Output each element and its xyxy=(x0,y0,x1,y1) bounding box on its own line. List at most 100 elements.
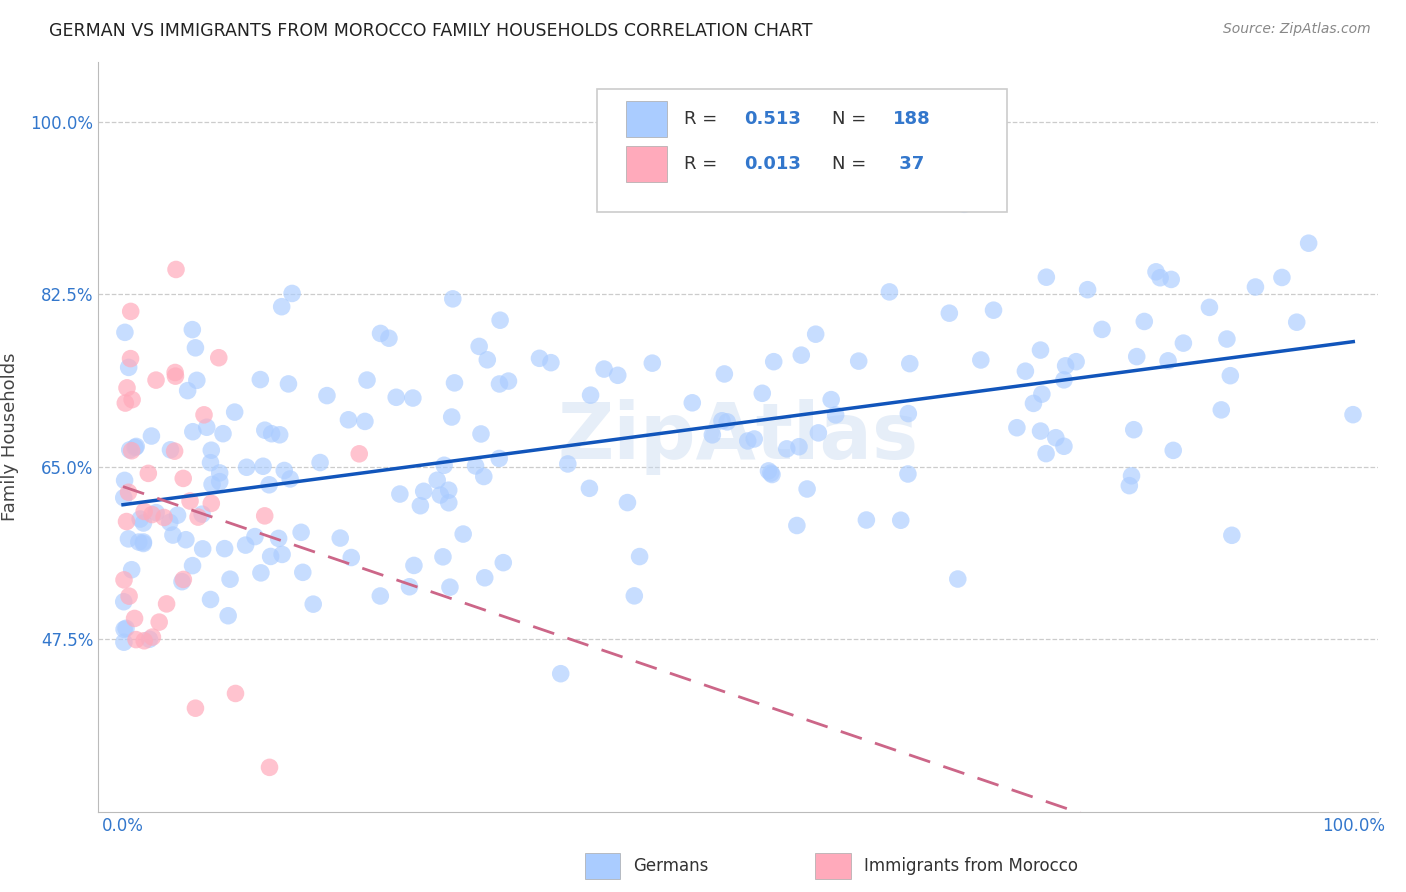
Point xyxy=(114,396,136,410)
Point xyxy=(412,484,434,499)
Point xyxy=(145,506,167,520)
Point xyxy=(252,459,274,474)
Point xyxy=(1125,350,1147,364)
Point xyxy=(243,530,266,544)
Point xyxy=(1118,478,1140,492)
Point xyxy=(112,595,135,609)
Point xyxy=(488,376,510,391)
Point xyxy=(1133,314,1156,328)
Point xyxy=(181,425,204,439)
Point xyxy=(1173,336,1195,351)
Point xyxy=(477,352,499,367)
Point xyxy=(186,373,208,387)
Point xyxy=(224,686,246,700)
Text: 37: 37 xyxy=(893,154,924,172)
Point xyxy=(159,442,181,457)
Point xyxy=(1341,408,1364,422)
Point xyxy=(118,360,141,375)
Text: R =: R = xyxy=(685,154,724,172)
Point xyxy=(529,351,551,366)
Point xyxy=(224,405,246,419)
Point xyxy=(441,292,464,306)
Point xyxy=(440,410,463,425)
Point xyxy=(214,541,236,556)
Point xyxy=(1053,439,1076,453)
Point xyxy=(1031,387,1053,401)
Point xyxy=(953,197,976,211)
Point xyxy=(681,396,703,410)
Point xyxy=(155,597,177,611)
Point xyxy=(181,323,204,337)
Point xyxy=(716,415,738,429)
Point xyxy=(278,472,301,486)
Point xyxy=(1035,447,1057,461)
Point xyxy=(628,549,651,564)
Point xyxy=(250,566,273,580)
Point xyxy=(472,469,495,483)
Text: N =: N = xyxy=(831,110,872,128)
Point xyxy=(1005,421,1028,435)
Point xyxy=(166,508,188,523)
FancyBboxPatch shape xyxy=(598,88,1007,212)
Point xyxy=(1029,343,1052,357)
Point xyxy=(170,574,193,589)
Point xyxy=(1211,403,1233,417)
Point xyxy=(464,458,486,473)
Point xyxy=(758,464,780,478)
Point xyxy=(112,635,135,649)
Point xyxy=(713,367,735,381)
Point xyxy=(121,563,143,577)
Point xyxy=(1029,424,1052,438)
Point xyxy=(1157,354,1180,368)
Point xyxy=(762,354,785,368)
Point xyxy=(898,357,921,371)
Point xyxy=(195,420,218,434)
Point xyxy=(761,467,783,482)
Point xyxy=(172,573,194,587)
Point xyxy=(132,516,155,530)
Point xyxy=(474,571,496,585)
Point xyxy=(163,444,186,458)
Point xyxy=(181,558,204,573)
Point xyxy=(437,496,460,510)
Point xyxy=(219,572,242,586)
Point xyxy=(579,388,602,402)
Point xyxy=(208,466,231,480)
Point xyxy=(890,513,912,527)
Point xyxy=(291,566,314,580)
Point xyxy=(1035,270,1057,285)
Point xyxy=(550,666,572,681)
Point xyxy=(117,532,139,546)
Point xyxy=(184,341,207,355)
Point xyxy=(267,532,290,546)
Point xyxy=(356,373,378,387)
Point xyxy=(165,262,187,277)
Point xyxy=(128,535,150,549)
Point xyxy=(787,440,810,454)
Point xyxy=(145,373,167,387)
Point xyxy=(737,434,759,448)
Point xyxy=(1077,283,1099,297)
Point xyxy=(804,327,827,342)
Point xyxy=(257,477,280,491)
Point xyxy=(200,496,222,510)
Text: Germans: Germans xyxy=(633,856,709,875)
Point xyxy=(125,632,148,647)
Point xyxy=(470,427,492,442)
Point xyxy=(136,467,159,481)
Point xyxy=(281,286,304,301)
Point xyxy=(208,475,231,489)
Point xyxy=(540,356,562,370)
Text: ZipAtlas: ZipAtlas xyxy=(558,399,918,475)
Point xyxy=(153,510,176,524)
Point xyxy=(370,326,392,341)
Point xyxy=(165,366,187,380)
Point xyxy=(132,536,155,550)
Point xyxy=(432,549,454,564)
Point xyxy=(879,285,901,299)
Point xyxy=(402,558,425,573)
Point xyxy=(938,306,960,320)
Point xyxy=(489,313,512,327)
Point xyxy=(112,623,135,637)
Point xyxy=(1285,315,1308,329)
